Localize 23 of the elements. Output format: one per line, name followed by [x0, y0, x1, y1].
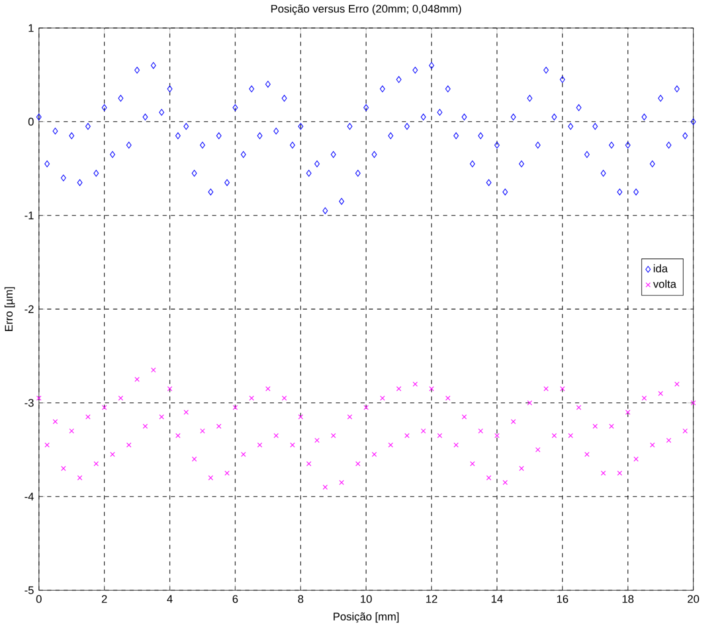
y-tick-label: 0: [28, 118, 34, 126]
x-tick-label: 2: [102, 595, 107, 603]
x-tick-label: 6: [232, 595, 238, 603]
y-tick-label: 1: [28, 24, 34, 32]
x-tick-label: 14: [492, 595, 503, 603]
x-tick-label: 12: [426, 595, 438, 603]
x-axis-title: Posição [mm]: [334, 612, 399, 623]
y-tick-label: -1: [24, 212, 34, 220]
legend-label: volta: [653, 280, 676, 288]
y-tick-label: -3: [24, 398, 34, 407]
x-tick-label: 8: [298, 595, 304, 603]
legend-label: ida: [654, 264, 668, 272]
y-tick-label: -2: [24, 305, 34, 313]
y-tick-label: -4: [24, 492, 34, 500]
x-tick-label: 10: [360, 595, 372, 603]
chart-title: Posição versus Erro (20mm; 0,048mm): [271, 4, 462, 15]
x-tick-label: 0: [36, 595, 42, 603]
y-axis-title: Erro [µm]: [4, 287, 15, 331]
y-tick-label: -5: [24, 586, 34, 594]
x-tick-label: 4: [166, 595, 173, 603]
x-tick-label: 16: [557, 595, 568, 603]
x-tick-label: 18: [622, 595, 634, 603]
x-tick-label: 20: [688, 595, 699, 603]
